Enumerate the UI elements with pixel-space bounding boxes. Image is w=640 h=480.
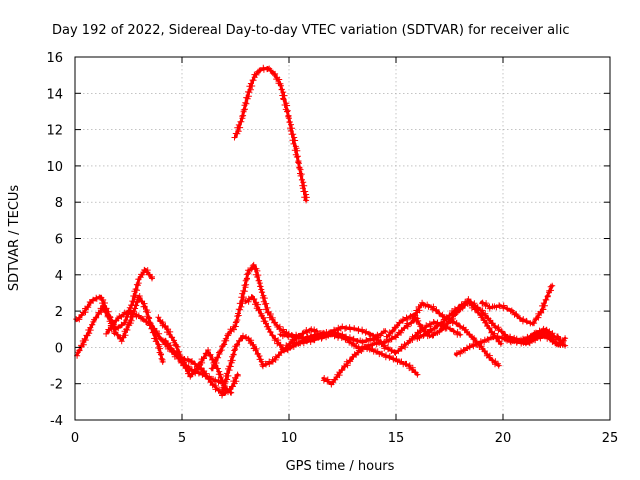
- x-tick-label: 10: [281, 431, 298, 446]
- data-series-arc-20: [520, 328, 569, 348]
- data-series-arc-2: [73, 266, 155, 332]
- y-tick-label: 12: [46, 124, 63, 139]
- y-tick-label: 2: [55, 305, 63, 320]
- y-tick-label: 10: [46, 160, 63, 175]
- axis-ticks: 0 5 10 15 20 25 -4 -2 0 2 4 6 8 10 12 14 16: [46, 51, 618, 446]
- y-tick-label: 0: [55, 341, 63, 356]
- series-plus-markers: [219, 326, 320, 395]
- series-plus-markers: [162, 337, 241, 399]
- y-tick-label: -4: [50, 414, 63, 429]
- series-plus-markers: [409, 299, 502, 369]
- series-plus-markers: [320, 315, 421, 388]
- data-series-arc-13: [307, 319, 464, 356]
- y-tick-label: 8: [55, 196, 63, 211]
- y-tick-label: 14: [46, 87, 63, 102]
- y-axis-label: SDTVAR / TECUs: [7, 185, 22, 292]
- grid: [75, 57, 610, 420]
- x-tick-label: 0: [71, 431, 79, 446]
- x-axis-label: GPS time / hours: [286, 459, 395, 474]
- data-series-arc-9: [231, 64, 310, 204]
- y-tick-label: 4: [55, 269, 63, 284]
- x-tick-label: 15: [388, 431, 405, 446]
- data-series-arc-3: [103, 307, 228, 387]
- chart-title: Day 192 of 2022, Sidereal Day-to-day VTE…: [52, 23, 569, 38]
- data-series-arc-18: [479, 282, 556, 327]
- data-series-arc-12: [320, 315, 421, 388]
- y-tick-label: 16: [46, 51, 63, 66]
- series-plus-markers: [479, 282, 556, 327]
- series-plus-markers: [208, 261, 303, 372]
- data-series-arc-6: [208, 261, 303, 372]
- series-plus-markers: [520, 328, 569, 348]
- x-tick-label: 20: [495, 431, 512, 446]
- x-tick-label: 25: [602, 431, 619, 446]
- series-plus-markers: [231, 64, 310, 204]
- data-series-arc-5: [162, 337, 241, 399]
- x-tick-label: 5: [178, 431, 186, 446]
- y-tick-label: 6: [55, 233, 63, 248]
- data-series-arc-15: [409, 299, 502, 369]
- data-series-arc-7: [219, 326, 320, 395]
- data-series-group: [73, 64, 569, 399]
- y-tick-label: -2: [50, 378, 63, 393]
- series-plus-markers: [103, 307, 228, 387]
